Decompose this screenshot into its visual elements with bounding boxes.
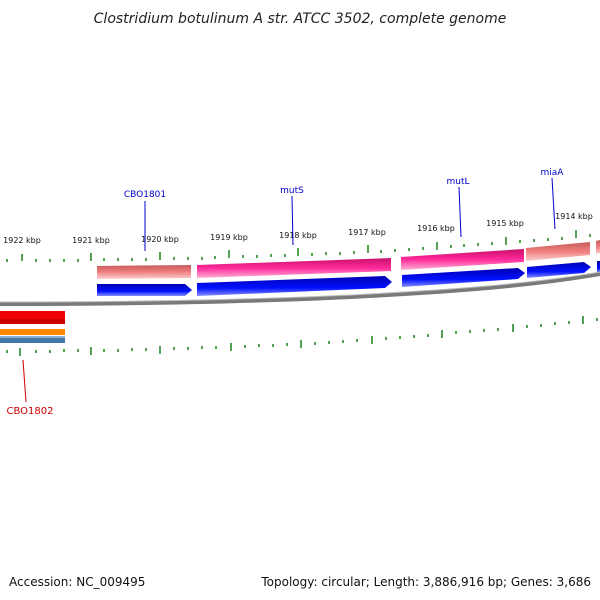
feature-cbo1801[interactable] (97, 265, 191, 279)
feature-mutl[interactable] (401, 249, 524, 270)
scale-labels: 1922 kbp 1921 kbp 1920 kbp 1919 kbp 1918… (3, 212, 593, 245)
genome-backbone-highlight (0, 271, 600, 303)
lower-tick-row (6, 316, 598, 356)
feature-cbo1802-orange[interactable] (0, 329, 65, 335)
scale-label-1919: 1919 kbp (210, 233, 248, 242)
cds-arrow-cbo1801[interactable] (97, 284, 192, 296)
scale-label-1921: 1921 kbp (72, 236, 110, 245)
gene-label-muts[interactable]: mutS (280, 186, 304, 196)
gene-label-mutl[interactable]: mutL (446, 177, 469, 187)
scale-label-1922: 1922 kbp (3, 236, 41, 245)
cds-track (97, 261, 600, 296)
lower-features (0, 311, 65, 343)
scale-label-1918: 1918 kbp (279, 231, 317, 240)
scale-label-1915: 1915 kbp (486, 219, 524, 228)
feature-muts[interactable] (197, 258, 391, 278)
feature-track-upper (97, 240, 600, 279)
gene-label-miaa[interactable]: miaA (541, 168, 565, 178)
cds-arrow-next-edge[interactable] (597, 261, 600, 273)
cds-arrow-mutl[interactable] (402, 268, 525, 287)
feature-cbo1802-red-shade (0, 319, 65, 324)
gene-label-cbo1802[interactable]: CBO1802 (7, 406, 54, 417)
scale-label-1917: 1917 kbp (348, 228, 386, 237)
muts-leader-line (291, 195, 294, 246)
feature-cbo1802-steel-highlight (0, 336, 65, 338)
cds-arrow-miaa[interactable] (527, 262, 591, 278)
genome-summary-text: Topology: circular; Length: 3,886,916 bp… (260, 575, 591, 589)
gene-label-cbo1801[interactable]: CBO1801 (124, 190, 166, 200)
feature-miaa[interactable] (526, 242, 590, 261)
accession-text: Accession: NC_009495 (9, 575, 145, 589)
genome-backbone (0, 272, 600, 306)
feature-next-edge[interactable] (596, 240, 600, 254)
miaa-leader-line (551, 177, 556, 230)
feature-cbo1802-steel[interactable] (0, 336, 65, 343)
cds-arrow-muts[interactable] (197, 276, 392, 296)
mutl-leader-line (458, 186, 462, 238)
scale-label-1914: 1914 kbp (555, 212, 593, 221)
upper-tick-row (6, 230, 591, 262)
bottom-gene-labels: CBO1802 (7, 359, 54, 417)
scale-label-1920: 1920 kbp (141, 235, 179, 244)
scale-label-1916: 1916 kbp (417, 224, 455, 233)
map-title: Clostridium botulinum A str. ATCC 3502, … (94, 11, 507, 27)
cbo1802-leader-line (22, 359, 27, 403)
top-gene-labels: CBO1801 mutS mutL miaA (124, 168, 564, 251)
